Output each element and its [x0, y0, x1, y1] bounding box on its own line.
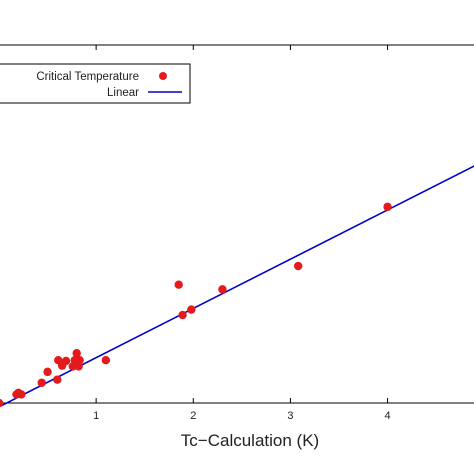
x-tick-label: 2 — [190, 410, 196, 422]
data-point — [294, 261, 303, 271]
x-tick-label: 1 — [93, 410, 99, 422]
data-point — [178, 310, 187, 320]
data-point — [101, 355, 111, 365]
linear-fit-line — [0, 165, 474, 408]
data-point — [187, 305, 196, 314]
data-point — [17, 390, 26, 399]
x-tick-label: 4 — [385, 410, 391, 422]
data-point — [174, 280, 183, 289]
data-point — [43, 367, 52, 377]
series-layer — [0, 165, 474, 408]
legend-label-linear: Linear — [107, 87, 139, 99]
legend: Critical Temperature Linear — [0, 63, 191, 104]
data-point — [0, 398, 4, 408]
data-point — [218, 285, 227, 294]
data-point — [75, 355, 84, 365]
data-point — [53, 375, 62, 384]
data-point — [37, 378, 46, 387]
x-axis-ticks — [95, 45, 389, 403]
plot-frame — [0, 44, 474, 404]
legend-marker-critical-temperature — [159, 72, 167, 80]
x-axis-tick-labels: 1 2 3 4 — [93, 410, 391, 422]
data-point — [61, 356, 71, 366]
data-point — [72, 348, 81, 358]
x-tick-label: 3 — [287, 410, 293, 422]
x-axis-title: Tc−Calculation (K) — [181, 431, 319, 450]
data-point — [383, 202, 392, 212]
data-point — [74, 362, 83, 371]
legend-label-critical-temperature: Critical Temperature — [36, 71, 139, 83]
legend-box — [0, 63, 191, 104]
